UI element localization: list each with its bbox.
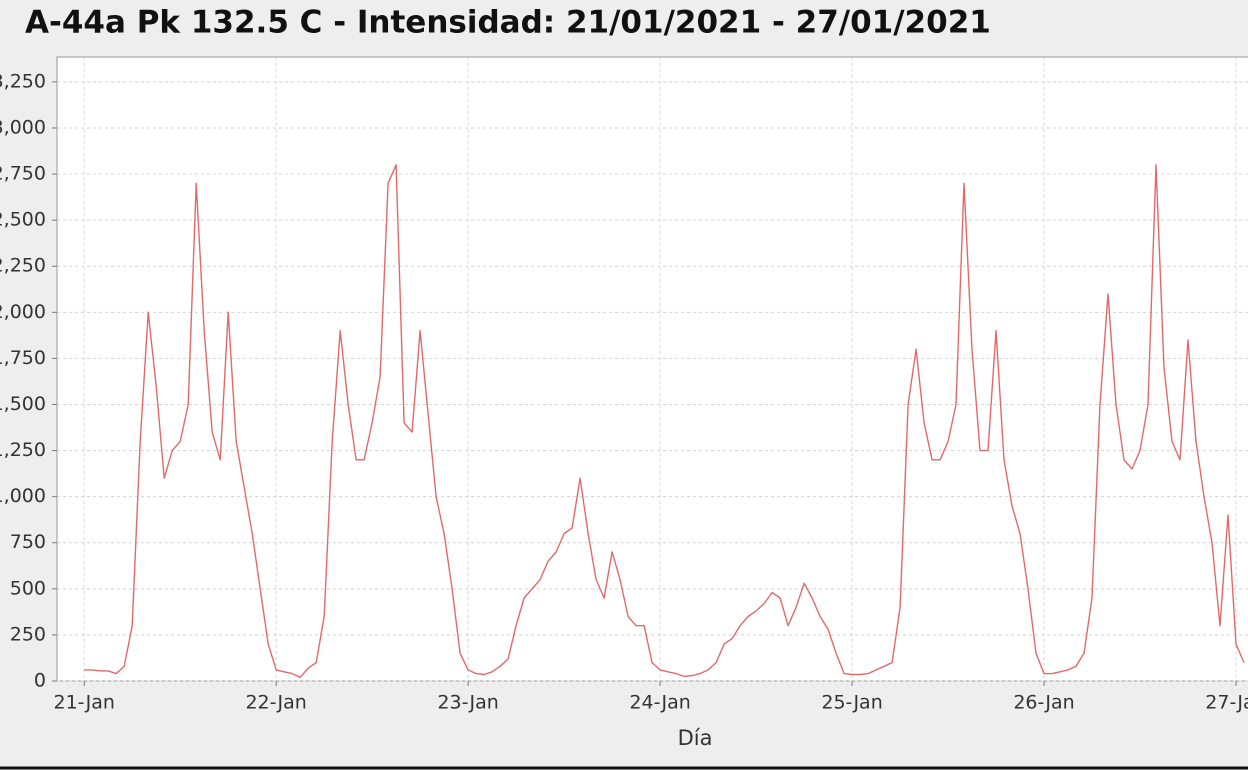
y-tick-label: 3,250 <box>0 70 46 92</box>
x-tick-label: 23-Jan <box>437 692 498 714</box>
y-tick-label: 2,250 <box>0 255 46 277</box>
y-tick-label: 1,500 <box>0 393 46 415</box>
y-tick-label: 1,250 <box>0 439 46 461</box>
data-line <box>84 164 1245 678</box>
x-tick-label: 27-Jan <box>1205 692 1248 714</box>
y-tick-label: 2,500 <box>0 209 46 231</box>
y-tick-label: 3,000 <box>0 116 46 138</box>
y-tick-label: 250 <box>10 623 46 645</box>
y-tick-label: 750 <box>10 531 46 553</box>
y-tick-label: 0 <box>34 670 46 692</box>
y-tick-label: 1,750 <box>0 347 46 369</box>
y-tick-label: 2,750 <box>0 163 46 185</box>
x-tick-label: 24-Jan <box>629 692 690 714</box>
x-tick-label: 22-Jan <box>245 692 306 714</box>
y-tick-label: 2,000 <box>0 301 46 323</box>
x-tick-label: 21-Jan <box>54 692 115 714</box>
x-tick-label: 25-Jan <box>821 692 882 714</box>
plot-area <box>56 56 1248 682</box>
y-tick-label: 1,000 <box>0 485 46 507</box>
y-tick-label: 500 <box>10 577 46 599</box>
x-axis-label: Día <box>678 726 713 750</box>
chart-title: A-44a Pk 132.5 C - Intensidad: 21/01/202… <box>25 5 991 41</box>
x-tick-label: 26-Jan <box>1013 692 1074 714</box>
